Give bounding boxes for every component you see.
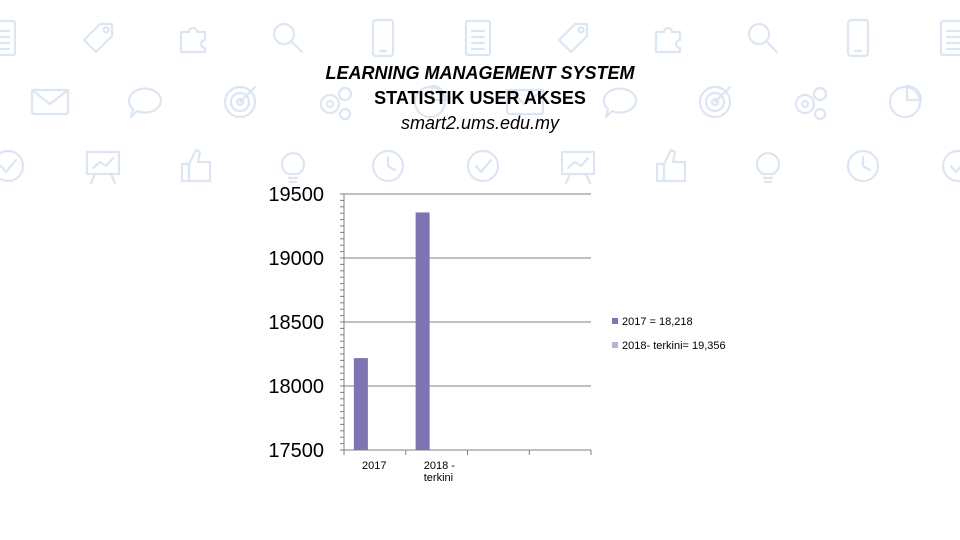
gears-icon <box>794 86 828 121</box>
x-category-label: 2017 <box>362 460 386 472</box>
pie-icon <box>413 84 448 119</box>
presentation-icon <box>85 150 121 185</box>
y-tick-label: 17500 <box>268 440 324 462</box>
clock-icon <box>371 149 405 183</box>
magnifier-icon <box>747 22 779 54</box>
bar-2018-terkini <box>415 212 430 450</box>
y-tick-label: 18500 <box>268 312 324 334</box>
lightbulb-icon <box>280 152 306 184</box>
legend-swatch <box>612 318 618 324</box>
clock-icon <box>846 149 880 183</box>
thumbs-up-icon <box>655 148 687 183</box>
phone-icon <box>846 18 870 58</box>
lightbulb-icon <box>755 152 781 184</box>
mail-icon <box>505 88 545 116</box>
y-tick-label: 19500 <box>268 184 324 206</box>
x-category-label: 2018 -terkini <box>424 460 456 484</box>
magnifier-icon <box>272 22 304 54</box>
document-icon <box>0 19 17 57</box>
check-icon <box>941 149 960 183</box>
y-tick-label: 18000 <box>268 376 324 398</box>
phone-icon <box>371 18 395 58</box>
check-icon <box>466 149 500 183</box>
tag-icon <box>557 22 589 54</box>
puzzle-icon <box>179 26 207 54</box>
target-icon <box>223 85 257 119</box>
background-icon-pattern <box>0 18 960 185</box>
tag-icon <box>82 22 114 54</box>
gears-icon <box>319 86 353 121</box>
pie-icon <box>888 84 923 119</box>
bar-2017 <box>353 358 368 450</box>
chart-title-line-1: LEARNING MANAGEMENT SYSTEM <box>325 63 635 83</box>
chat-bubble-icon <box>602 87 638 119</box>
y-tick-label: 19000 <box>268 248 324 270</box>
legend-swatch <box>612 342 618 348</box>
chart-title-line-2: STATISTIK USER AKSES <box>374 88 586 108</box>
thumbs-up-icon <box>180 148 212 183</box>
presentation-icon <box>560 150 596 185</box>
target-icon <box>698 85 732 119</box>
chart-subtitle-url: smart2.ums.edu.my <box>400 113 560 133</box>
document-icon <box>939 19 960 57</box>
document-icon <box>464 19 492 57</box>
mail-icon <box>30 88 70 116</box>
legend-label: 2018- terkini= 19,356 <box>622 340 726 352</box>
chat-bubble-icon <box>127 87 163 119</box>
check-icon <box>0 149 25 183</box>
legend-label: 2017 = 18,218 <box>622 316 693 328</box>
puzzle-icon <box>654 26 682 54</box>
